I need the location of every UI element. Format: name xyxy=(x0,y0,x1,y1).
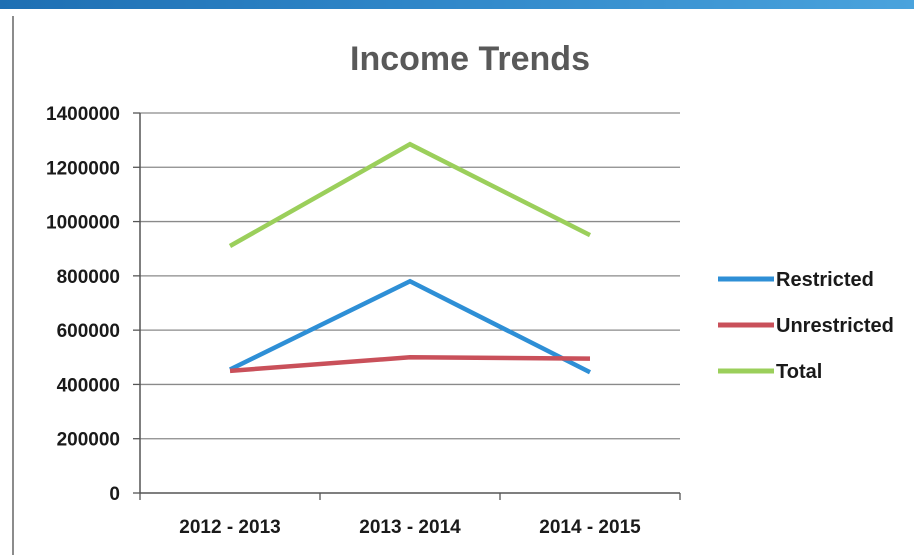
frame-border xyxy=(12,16,14,555)
series-line-unrestricted xyxy=(229,355,591,374)
y-tick-label: 1200000 xyxy=(46,158,120,179)
y-tick-label: 800000 xyxy=(57,267,120,288)
series-line-total xyxy=(228,141,592,248)
legend-label-restricted: Restricted xyxy=(776,269,874,291)
y-tick-label: 1000000 xyxy=(46,213,120,234)
y-tick-label: 200000 xyxy=(57,430,120,451)
y-tick-label: 600000 xyxy=(57,321,120,342)
legend: Restricted Unrestricted Total xyxy=(718,269,894,383)
axes: 0 200000 400000 600000 800000 1000000 1200000 1… xyxy=(46,104,681,538)
legend-label-unrestricted: Unrestricted xyxy=(776,315,894,337)
series-lines xyxy=(228,141,592,375)
y-tick-label: 1400000 xyxy=(46,104,120,125)
x-tick-label: 2012 - 2013 xyxy=(179,517,280,538)
x-tick-label: 2013 - 2014 xyxy=(359,517,461,538)
y-tick-label: 0 xyxy=(109,484,120,505)
x-tick-label: 2014 - 2015 xyxy=(539,517,641,538)
gridlines xyxy=(140,112,680,440)
legend-label-total: Total xyxy=(776,361,822,383)
y-tick-label: 400000 xyxy=(57,375,120,396)
chart-title: Income Trends xyxy=(350,40,590,78)
header-strip xyxy=(0,0,914,9)
series-line-restricted xyxy=(229,278,592,375)
